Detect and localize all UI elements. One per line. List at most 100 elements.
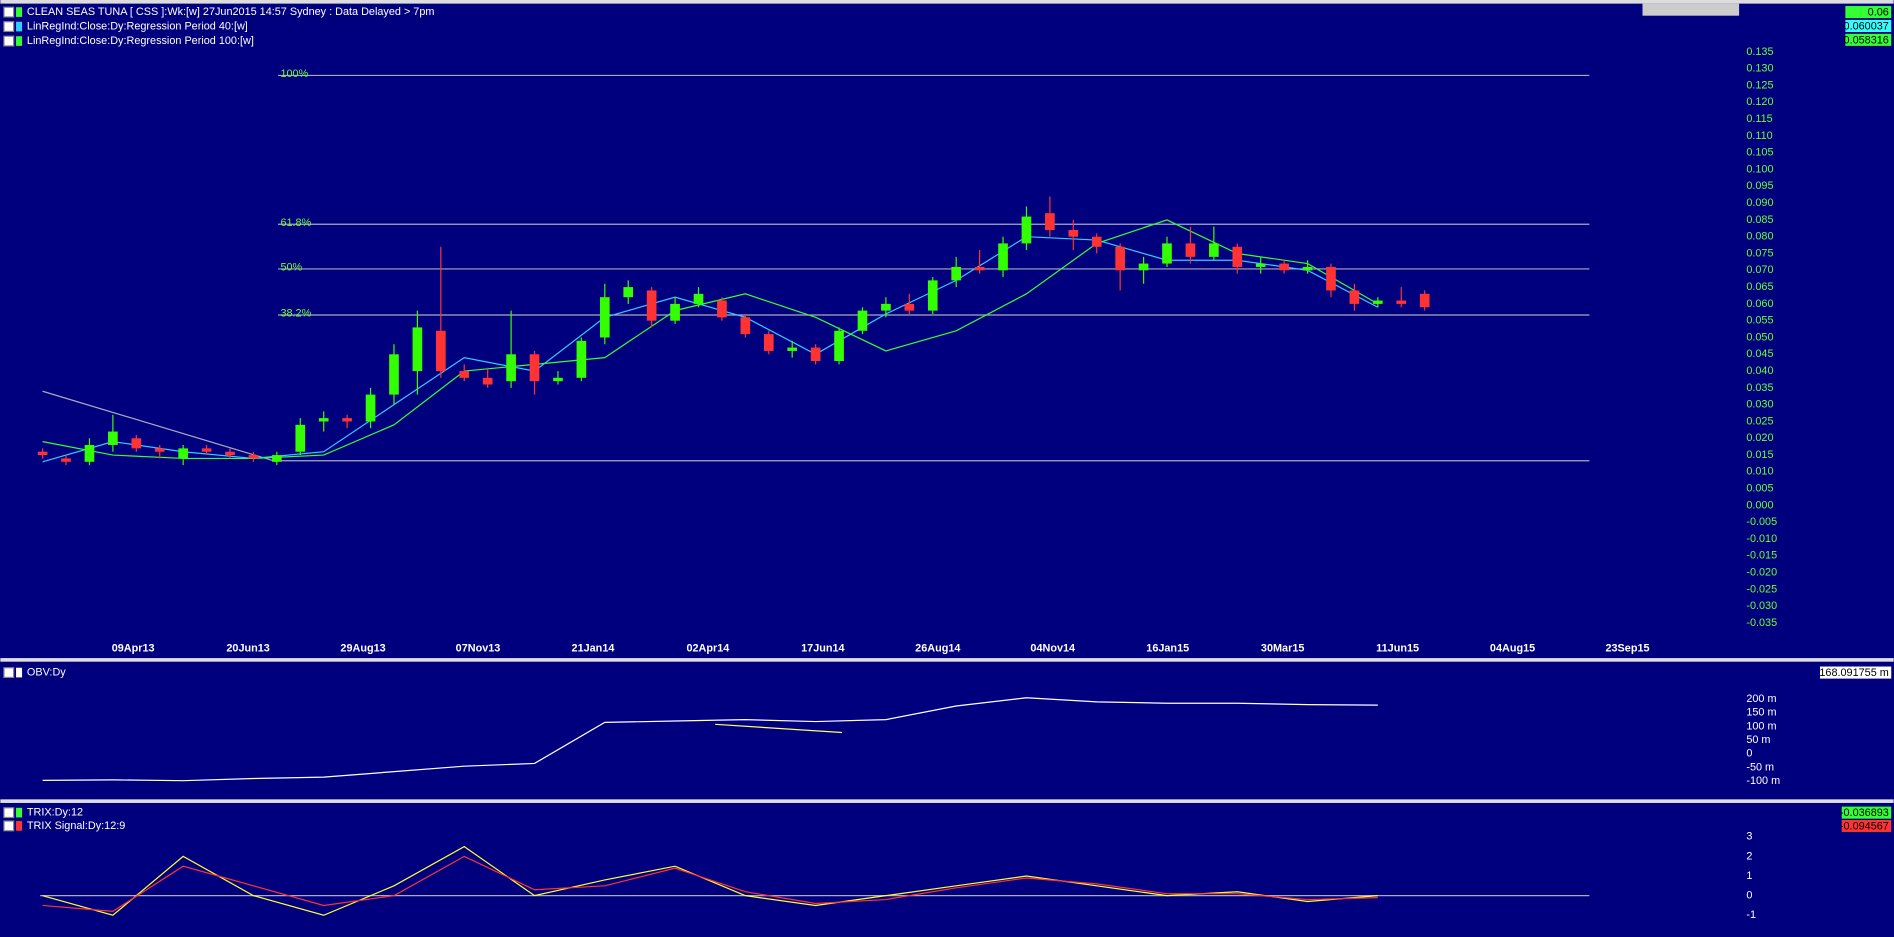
- legend-swatch: [16, 821, 23, 831]
- indicator-label: LinRegInd:Close:Dy:Regression Period 100…: [27, 35, 254, 47]
- candle-body: [1162, 243, 1172, 264]
- chart-title: CLEAN SEAS TUNA [ CSS ]:Wk:[w] 27Jun2015…: [27, 6, 435, 18]
- candle-body: [974, 266, 985, 271]
- y-tick-label: -100 m: [1746, 775, 1780, 787]
- fib-label: 100%: [280, 68, 308, 80]
- legend-swatch: [16, 667, 23, 678]
- candle-body: [576, 340, 587, 378]
- candle-body: [834, 330, 844, 362]
- candle-body: [1068, 229, 1079, 237]
- y-tick-label: 0.090: [1746, 197, 1773, 209]
- candle-body: [857, 310, 868, 331]
- candle-body: [693, 293, 704, 304]
- panel-title: OBV:Dy: [27, 666, 66, 678]
- y-tick-label: 0.085: [1746, 214, 1773, 226]
- y-tick-label: -0.035: [1746, 617, 1777, 629]
- y-tick-label: 0.110: [1746, 130, 1772, 142]
- value-box: [1841, 819, 1892, 832]
- y-tick-label: -0.025: [1746, 583, 1777, 595]
- x-tick-label: 02Apr14: [686, 642, 729, 654]
- y-tick-label: -0.020: [1746, 567, 1777, 579]
- y-tick-label: 0.010: [1746, 466, 1773, 478]
- candle-body: [225, 451, 235, 456]
- y-tick-label: 0.135: [1746, 46, 1773, 58]
- series-line: [42, 855, 1378, 912]
- candle-body: [1326, 266, 1336, 291]
- y-tick-label: 0.040: [1746, 365, 1773, 377]
- value-box-text: 0.060037: [1844, 20, 1889, 32]
- y-tick-label: 0: [1746, 890, 1752, 902]
- x-tick-label: 17Jun14: [801, 642, 844, 654]
- candle-body: [1349, 290, 1360, 304]
- candle-body: [810, 347, 821, 362]
- x-tick-label: 04Aug15: [1490, 642, 1535, 654]
- y-tick-label: 0.005: [1746, 483, 1773, 495]
- candle-body: [881, 303, 891, 311]
- x-tick-label: 07Nov13: [456, 642, 501, 654]
- drawn-segment: [715, 723, 842, 734]
- nav-buttons[interactable]: [1642, 3, 1740, 16]
- value-box: [1841, 806, 1892, 819]
- candle-body: [763, 334, 774, 351]
- checkbox: [3, 35, 15, 47]
- candle-body: [740, 317, 751, 335]
- panel-separator: [0, 658, 1894, 662]
- y-tick-label: -50 m: [1746, 761, 1774, 773]
- candle-body: [904, 303, 915, 311]
- legend-swatch: [16, 21, 23, 32]
- candle-body: [623, 287, 634, 298]
- candle-body: [318, 418, 329, 422]
- candle-body: [506, 354, 516, 382]
- checkbox: [3, 21, 15, 32]
- candle-body: [61, 458, 71, 462]
- x-tick-label: 26Aug14: [915, 642, 960, 654]
- y-tick-label: 100 m: [1746, 720, 1776, 732]
- y-tick-label: 50 m: [1746, 734, 1770, 746]
- y-tick-label: 0.000: [1746, 499, 1773, 511]
- candle-body: [435, 330, 446, 372]
- x-tick-label: 29Aug13: [340, 642, 385, 654]
- candle-body: [1185, 243, 1196, 257]
- y-tick-label: 0.060: [1746, 298, 1773, 310]
- candle-body: [951, 266, 962, 281]
- candle-body: [1115, 246, 1125, 271]
- x-tick-label: 23Sep15: [1605, 642, 1649, 654]
- checkbox: [3, 807, 15, 819]
- x-tick-label: 21Jan14: [572, 642, 615, 654]
- value-box: [1845, 33, 1892, 46]
- y-tick-label: 0.020: [1746, 432, 1773, 444]
- candle-body: [529, 354, 540, 382]
- y-tick-label: 0.125: [1746, 79, 1773, 91]
- value-box-text: 0.06: [1868, 7, 1889, 19]
- y-tick-label: 150 m: [1746, 707, 1776, 719]
- value-box-text: -0.094567: [1840, 820, 1889, 832]
- candle-body: [1209, 243, 1219, 257]
- candle-body: [1396, 300, 1407, 304]
- candle-body: [599, 297, 610, 338]
- y-tick-label: 0.035: [1746, 382, 1773, 394]
- candle-body: [1419, 293, 1430, 308]
- candle-body: [248, 455, 259, 459]
- y-tick-label: -0.030: [1746, 600, 1777, 612]
- y-tick-label: 0.015: [1746, 449, 1773, 461]
- value-box: [1845, 19, 1892, 32]
- series-line: [42, 697, 1378, 782]
- y-tick-label: 1: [1746, 870, 1752, 882]
- candle-body: [553, 377, 563, 382]
- y-tick-label: 0.045: [1746, 348, 1773, 360]
- series-line: [42, 845, 1378, 916]
- candle-body: [927, 280, 938, 311]
- candle-body: [482, 377, 493, 385]
- candle-body: [412, 327, 423, 372]
- candle-body: [201, 448, 212, 452]
- x-tick-label: 20Jun13: [226, 642, 269, 654]
- candle-body: [1138, 263, 1149, 271]
- candle-body: [131, 438, 142, 449]
- y-tick-label: -0.010: [1746, 533, 1777, 545]
- series-line: [42, 236, 1379, 463]
- value-box: [1820, 666, 1892, 679]
- checkbox: [3, 667, 15, 678]
- candle-body: [1372, 300, 1383, 304]
- y-tick-label: 0.100: [1746, 163, 1773, 175]
- x-tick-label: 11Jun15: [1376, 642, 1419, 654]
